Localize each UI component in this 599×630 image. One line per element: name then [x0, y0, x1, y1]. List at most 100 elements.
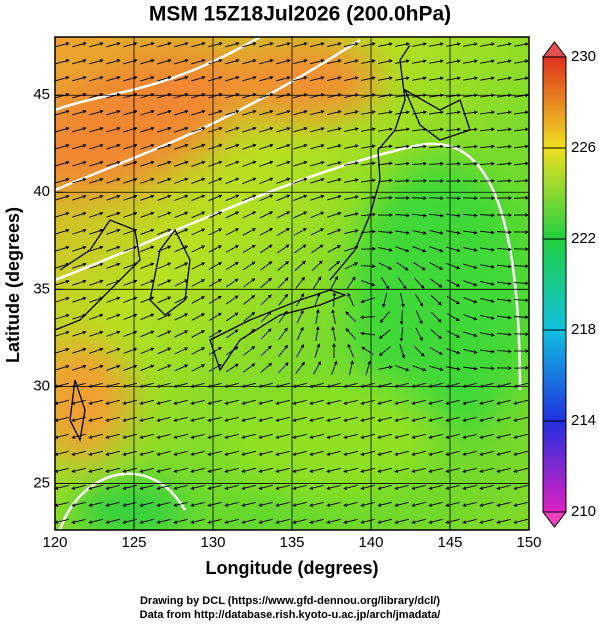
wind-arrow: [345, 328, 357, 340]
wind-arrow: [497, 76, 512, 81]
x-tick-label: 140: [358, 534, 383, 551]
wind-arrow: [513, 433, 528, 439]
wind-arrow: [462, 179, 478, 183]
wind-arrow: [55, 330, 70, 337]
wind-arrow: [293, 194, 308, 201]
wind-arrow: [259, 126, 274, 133]
wind-arrow: [313, 361, 321, 375]
y-tick-label: 25: [33, 474, 50, 491]
wind-arrow: [242, 160, 257, 167]
wind-arrow: [275, 467, 290, 473]
wind-arrow: [106, 160, 121, 167]
wind-arrow: [122, 450, 137, 456]
wind-arrow: [71, 450, 86, 456]
wind-arrow: [463, 59, 478, 64]
y-tick-label: 40: [33, 183, 50, 200]
wind-arrow: [412, 42, 427, 47]
wind-arrow: [258, 518, 273, 524]
wind-arrow: [479, 213, 495, 218]
wind-arrow: [226, 312, 239, 322]
wind-arrow: [446, 246, 461, 253]
colorbar-tick-label: 230: [571, 48, 596, 65]
wind-arrow: [378, 42, 393, 47]
wind-arrow: [191, 296, 206, 304]
wind-arrow: [445, 416, 460, 422]
wind-arrow: [293, 126, 308, 133]
wind-arrow: [479, 196, 495, 200]
wind-arrow: [361, 127, 376, 132]
wind-arrow: [242, 244, 256, 253]
wind-arrow: [157, 364, 172, 372]
wind-arrow: [123, 160, 138, 167]
wind-arrow: [140, 364, 155, 372]
wind-arrow: [412, 59, 427, 64]
wind-arrow: [174, 313, 189, 321]
wind-arrow: [377, 230, 393, 235]
wind-arrow: [190, 501, 205, 507]
wind-arrow: [310, 110, 325, 116]
wind-arrow: [513, 501, 528, 507]
wind-arrow: [278, 293, 288, 306]
wind-arrow: [276, 244, 290, 254]
wind-arrow: [344, 42, 359, 48]
wind-arrow: [208, 329, 222, 338]
wind-arrow: [243, 278, 256, 288]
wind-arrow: [293, 177, 308, 184]
wind-arrow: [378, 346, 391, 357]
wind-arrow: [462, 433, 477, 439]
wind-arrow: [105, 433, 120, 439]
wind-arrow: [292, 450, 307, 456]
wind-arrow: [326, 484, 341, 490]
wind-arrow: [496, 264, 512, 269]
wind-arrow: [258, 467, 273, 473]
wind-arrow: [462, 144, 478, 149]
wind-arrow: [208, 364, 222, 372]
wind-arrow: [514, 59, 529, 64]
wind-arrow: [276, 143, 291, 150]
wind-arrow: [479, 416, 494, 422]
wind-arrow: [139, 433, 154, 439]
wind-arrow: [378, 262, 393, 270]
wind-arrow: [514, 110, 529, 115]
wind-arrow: [207, 416, 222, 422]
wind-arrow: [513, 230, 529, 234]
wind-arrow: [157, 194, 172, 201]
wind-arrow: [496, 230, 512, 235]
wind-arrow: [275, 518, 290, 524]
wind-arrow: [445, 144, 461, 149]
wind-arrow: [479, 433, 494, 439]
wind-arrow: [394, 399, 409, 405]
wind-arrow: [344, 178, 359, 183]
wind-arrow: [332, 292, 337, 308]
wind-arrow: [479, 144, 495, 149]
wind-arrow: [243, 363, 256, 373]
wind-arrow: [140, 42, 155, 48]
wind-arrow: [513, 416, 528, 422]
wind-arrow: [173, 433, 188, 439]
wind-arrow: [412, 365, 427, 372]
wind-arrow: [296, 344, 304, 358]
wind-arrow: [496, 467, 511, 473]
wind-arrow: [174, 143, 189, 150]
wind-arrow: [241, 467, 256, 473]
wind-arrow: [445, 501, 460, 507]
wind-arrow: [480, 315, 495, 320]
x-tick-label: 145: [437, 534, 462, 551]
wind-arrow: [191, 126, 206, 133]
wind-arrow: [89, 160, 104, 167]
wind-arrow: [429, 76, 444, 81]
wind-arrow: [429, 42, 444, 47]
wind-arrow: [139, 518, 154, 524]
wind-arrow: [105, 416, 120, 422]
wind-arrow: [513, 264, 529, 269]
wind-arrow: [327, 42, 342, 48]
wind-arrow: [71, 484, 86, 490]
wind-arrow: [480, 281, 495, 286]
wind-arrow: [208, 295, 222, 304]
wind-arrow: [428, 399, 443, 405]
wind-arrow: [89, 143, 104, 150]
wind-arrow: [310, 177, 325, 184]
wind-arrow: [462, 196, 478, 200]
wind-arrow: [293, 211, 308, 219]
wind-arrow: [224, 467, 239, 473]
